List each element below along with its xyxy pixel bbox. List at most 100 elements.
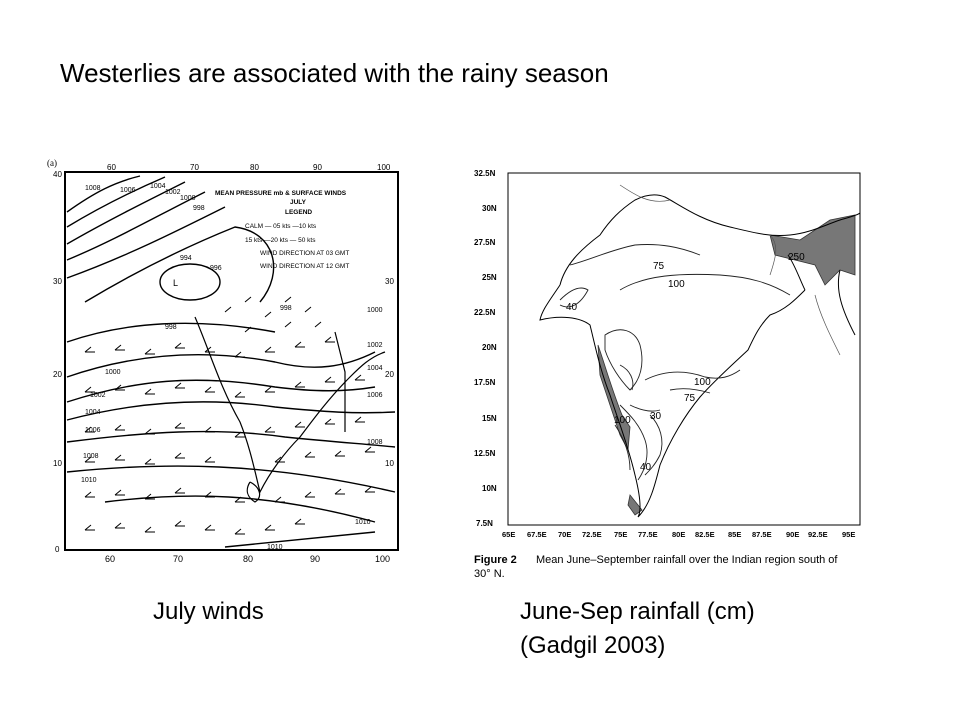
lon-tick: 80E (672, 530, 685, 539)
rain-lat-ticks: 32.5N 30N 27.5N 25N 22.5N 20N 17.5N 15N … (474, 169, 497, 528)
lat-tick: 17.5N (474, 378, 496, 387)
lon-tick: 77.5E (638, 530, 658, 539)
lat-tick: 10 (385, 459, 394, 468)
legend-row: CALM — 05 kts —10 kts (245, 223, 317, 230)
lon-tick: 90E (786, 530, 799, 539)
figure-caption-line2: 30° N. (474, 568, 505, 580)
left-caption: July winds (153, 598, 264, 625)
lon-tick: 65E (502, 530, 515, 539)
lat-tick: 0 (55, 545, 60, 554)
figure-caption: Figure 2 Mean June–September rainfall ov… (474, 554, 838, 580)
wind-barbs (84, 296, 375, 535)
lat-tick: 40 (53, 170, 62, 179)
lon-tick: 80 (250, 163, 259, 172)
isobar-label: 1002 (90, 392, 106, 399)
lat-tick: 30 (385, 277, 394, 286)
lat-tick: 15N (482, 414, 497, 423)
lat-tick: 25N (482, 273, 497, 282)
right-lat-ticks: 30 20 10 (385, 277, 394, 468)
wind-legend: MEAN PRESSURE mb & SURFACE WINDS JULY LE… (215, 190, 349, 270)
figure-caption-label: Figure 2 (474, 554, 517, 566)
lon-tick: 60 (107, 163, 116, 172)
bottom-lon-ticks: 60 70 80 90 100 (105, 554, 390, 564)
lat-tick: 27.5N (474, 238, 496, 247)
contour-label: 75 (653, 261, 665, 272)
contour-label: 30 (650, 411, 662, 422)
lon-tick: 90 (313, 163, 322, 172)
isobar-label: 998 (165, 324, 177, 331)
isobar-label: 1002 (367, 342, 383, 349)
lat-tick: 32.5N (474, 169, 496, 178)
contour-label: 40 (566, 302, 578, 313)
isobar-label: 1006 (367, 392, 383, 399)
top-lon-ticks: 60 70 80 90 100 (107, 163, 391, 172)
lat-tick: 20 (385, 370, 394, 379)
isobars-north (66, 175, 275, 303)
neighbor-borders (619, 184, 841, 356)
rain-lon-ticks: 65E 67.5E 70E 72.5E 75E 77.5E 80E 82.5E … (502, 530, 855, 539)
lon-tick: 70 (190, 163, 199, 172)
lon-tick: 100 (375, 554, 390, 564)
lat-tick: 10 (53, 459, 62, 468)
lon-tick: 82.5E (695, 530, 715, 539)
isobar-label: 1008 (367, 439, 383, 446)
lon-tick: 80 (243, 554, 253, 564)
lat-tick: 7.5N (476, 519, 493, 528)
heavy-rain-regions (597, 214, 856, 516)
rainfall-map-figure: 32.5N 30N 27.5N 25N 22.5N 20N 17.5N 15N … (474, 169, 861, 580)
lon-tick: 85E (728, 530, 741, 539)
contour-label: 100 (614, 415, 631, 426)
isobar-label: 1004 (85, 409, 101, 416)
isobar-label: 994 (180, 255, 192, 262)
lat-tick: 10N (482, 484, 497, 493)
isobar-labels: 1008 1006 1004 1002 1000 998 994 996 L 9… (81, 183, 383, 551)
lat-tick: 12.5N (474, 449, 496, 458)
isobar-label: 1000 (367, 307, 383, 314)
coastline (194, 316, 386, 503)
lat-tick: 20 (53, 370, 62, 379)
india-outline (539, 194, 861, 518)
contour-labels: 75 100 40 250 100 75 30 100 40 (566, 252, 805, 473)
wind-map-figure: (a) 60 70 80 90 100 60 70 80 90 100 40 3… (47, 158, 399, 564)
contour-label: 250 (788, 252, 805, 263)
isobar-label: 1006 (120, 187, 136, 194)
lon-tick: 75E (614, 530, 627, 539)
legend-heading: LEGEND (285, 209, 312, 216)
isobar-label: 1004 (150, 183, 166, 190)
wind-map-frame (64, 171, 399, 551)
lat-tick: 22.5N (474, 308, 496, 317)
right-caption: June-Sep rainfall (cm) (Gadgil 2003) (520, 595, 755, 663)
panel-label: (a) (47, 158, 57, 168)
figure-caption-text: Mean June–September rainfall over the In… (536, 554, 838, 566)
isobar-label: 1010 (355, 519, 371, 526)
contour-label: 100 (668, 279, 685, 290)
lon-tick: 92.5E (808, 530, 828, 539)
isobar-label: L (173, 278, 178, 288)
lon-tick: 70E (558, 530, 571, 539)
slide-title: Westerlies are associated with the rainy… (60, 58, 609, 88)
isobar-label: 1008 (85, 185, 101, 192)
lon-tick: 67.5E (527, 530, 547, 539)
legend-row: WIND DIRECTION AT 03 GMT (260, 250, 349, 257)
isobar-label: 1010 (81, 477, 97, 484)
lat-tick: 20N (482, 343, 497, 352)
legend-row: WIND DIRECTION AT 12 GMT (260, 263, 349, 270)
legend-row: 15 kts —20 kts — 50 kts (245, 237, 316, 244)
lat-tick: 30 (53, 277, 62, 286)
rain-map-frame (507, 172, 861, 526)
rainfall-contours (559, 244, 791, 481)
isobars-south (66, 322, 396, 548)
isobar-label: 1006 (85, 427, 101, 434)
isobar-label: 1004 (367, 365, 383, 372)
left-lat-ticks: 40 30 20 10 0 (53, 170, 62, 554)
isobar-label: 998 (193, 205, 205, 212)
lon-tick: 87.5E (752, 530, 772, 539)
lon-tick: 60 (105, 554, 115, 564)
contour-label: 100 (694, 377, 711, 388)
right-caption-line1: June-Sep rainfall (cm) (520, 598, 755, 625)
legend-title: MEAN PRESSURE mb & SURFACE WINDS (215, 190, 347, 197)
isobar-label: 998 (280, 305, 292, 312)
lon-tick: 72.5E (582, 530, 602, 539)
isobar-label: 1010 (267, 544, 283, 551)
lon-tick: 90 (310, 554, 320, 564)
